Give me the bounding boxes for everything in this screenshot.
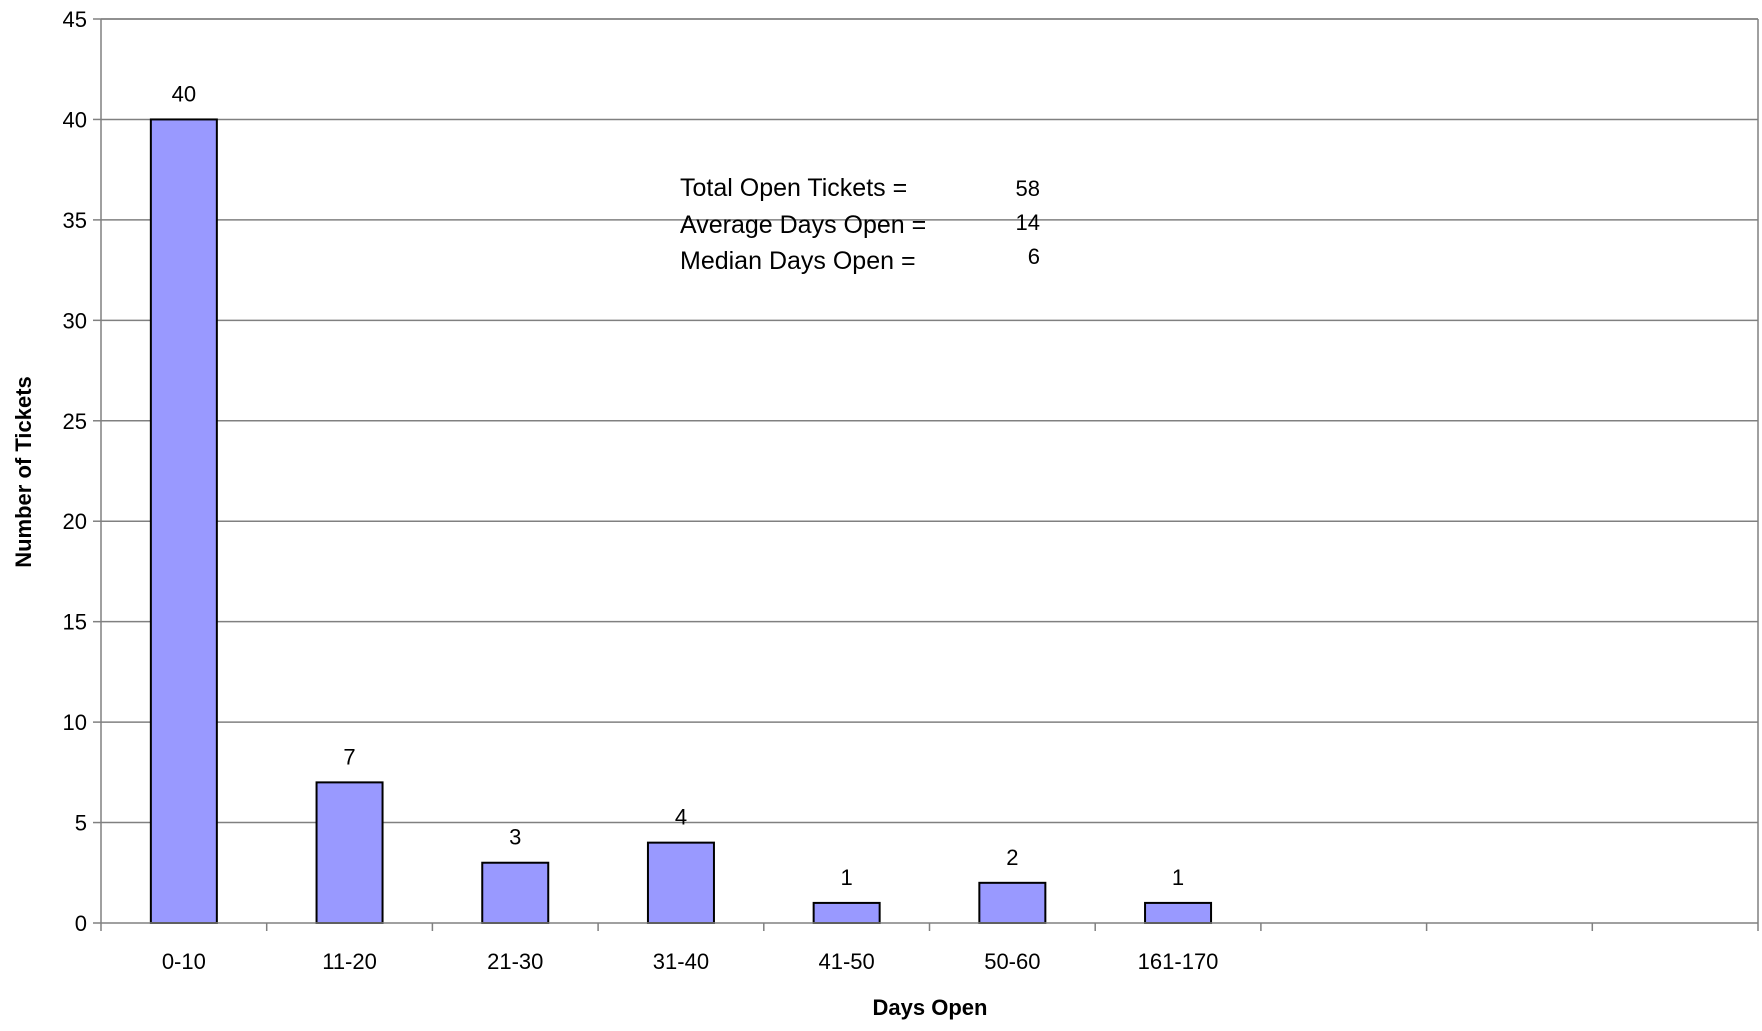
annotation-value: 6 (1028, 244, 1040, 269)
bar (646, 841, 715, 925)
annotation-value: 58 (1016, 176, 1040, 201)
x-tick-label: 50-60 (984, 949, 1040, 974)
bar (812, 901, 881, 925)
data-label: 3 (509, 825, 521, 850)
annotation-label: Total Open Tickets = (680, 174, 907, 202)
axes (93, 18, 1759, 931)
x-tick-label: 11-20 (322, 949, 377, 974)
y-tick-label: 40 (63, 107, 87, 132)
annotation-label: Median Days Open = (680, 247, 916, 275)
data-label: 1 (1172, 865, 1184, 890)
x-tick-label: 0-10 (162, 949, 206, 974)
bar (481, 861, 550, 925)
data-label: 40 (172, 81, 196, 106)
y-tick-label: 5 (75, 811, 87, 836)
y-tick-label: 10 (63, 710, 87, 735)
bar (978, 881, 1047, 924)
annotation-box: Total Open Tickets = 58 Average Days Open … (680, 174, 1040, 275)
data-label: 1 (841, 865, 853, 890)
annotation-value: 14 (1016, 210, 1040, 235)
y-tick-label: 30 (63, 308, 87, 333)
bar (315, 781, 384, 925)
y-tick-label: 20 (63, 509, 87, 534)
bar (1144, 901, 1213, 925)
x-axis-title: Days Open (873, 995, 988, 1020)
annotation-label: Average Days Open = (680, 211, 926, 239)
y-tick-label: 35 (63, 208, 87, 233)
y-axis-title: Number of Tickets (11, 376, 36, 568)
data-label: 7 (343, 744, 355, 769)
y-tick-label: 15 (63, 610, 87, 635)
bar (149, 118, 218, 924)
y-tick-label: 45 (63, 7, 87, 32)
x-tick-label: 161-170 (1138, 949, 1219, 974)
x-tick-label: 31-40 (653, 949, 709, 974)
x-tick-label: 41-50 (819, 949, 875, 974)
data-label: 2 (1006, 845, 1018, 870)
bars (149, 118, 1213, 925)
labels: 0 5 10 15 20 25 30 35 40 45 40 7 3 4 1 2 1 0-10 11-20 21-30… (63, 7, 1219, 974)
y-tick-label: 25 (63, 409, 87, 434)
data-label: 4 (675, 805, 687, 830)
y-tick-label: 0 (75, 911, 87, 936)
x-tick-label: 21-30 (487, 949, 543, 974)
